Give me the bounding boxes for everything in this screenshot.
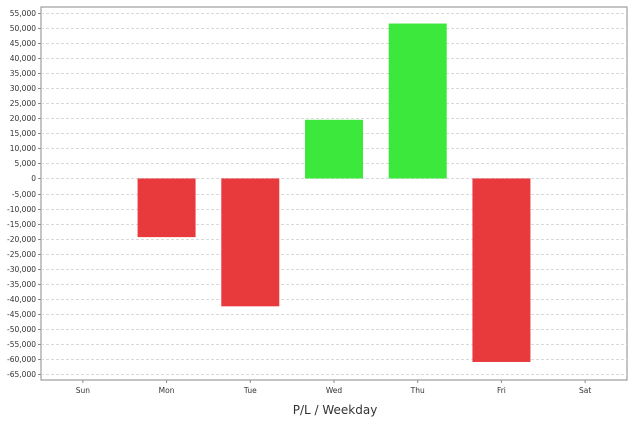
y-tick-label: -20,000 [7,235,36,244]
y-tick-label: 45,000 [10,39,36,48]
y-tick-label: -40,000 [7,295,36,304]
y-tick-label: -60,000 [7,355,36,364]
bar-tue [221,178,280,307]
bar-thu [388,23,447,179]
y-tick-label: 50,000 [10,24,36,33]
bar-wed [305,119,363,179]
x-tick-label-wed: Wed [326,386,343,395]
y-tick-label: -25,000 [7,250,36,259]
y-tick-label: -35,000 [7,280,36,289]
x-tick-label-sun: Sun [76,386,91,395]
y-tick-label: 15,000 [10,129,36,138]
y-tick-label: -30,000 [7,265,36,274]
y-tick-label: 25,000 [10,99,36,108]
y-tick-label: 20,000 [10,114,36,123]
y-tick-label: 40,000 [10,54,36,63]
y-tick-label: -45,000 [7,310,36,319]
x-tick-label-thu: Thu [410,386,425,395]
x-axis-title: P/L / Weekday [293,403,378,417]
y-tick-label: -55,000 [7,340,36,349]
y-tick-label: 55,000 [10,9,36,18]
axis-layer: 55,000 50,000 45,000 40,000 35,000 30,000 25,0… [7,9,591,395]
x-tick-label-mon: Mon [159,386,175,395]
grid-layer [40,6,628,381]
bar-mon [137,178,196,238]
y-tick-label: -5,000 [12,190,36,199]
x-tick-label-sat: Sat [579,386,591,395]
plot-frame [40,6,628,381]
y-tick-label: -10,000 [7,205,36,214]
bar-layer [137,23,531,362]
y-tick-label: 35,000 [10,69,36,78]
y-tick-label: 30,000 [10,84,36,93]
y-tick-label: 0 [31,174,36,183]
y-tick-label: -15,000 [7,220,36,229]
bar-fri [472,178,531,362]
x-tick-label-fri: Fri [497,386,506,395]
y-tick-label: 5,000 [15,159,37,168]
y-tick-label: 10,000 [10,144,36,153]
x-tick-label-tue: Tue [243,386,257,395]
y-tick-label: -50,000 [7,325,36,334]
y-tick-label: -65,000 [7,370,36,379]
